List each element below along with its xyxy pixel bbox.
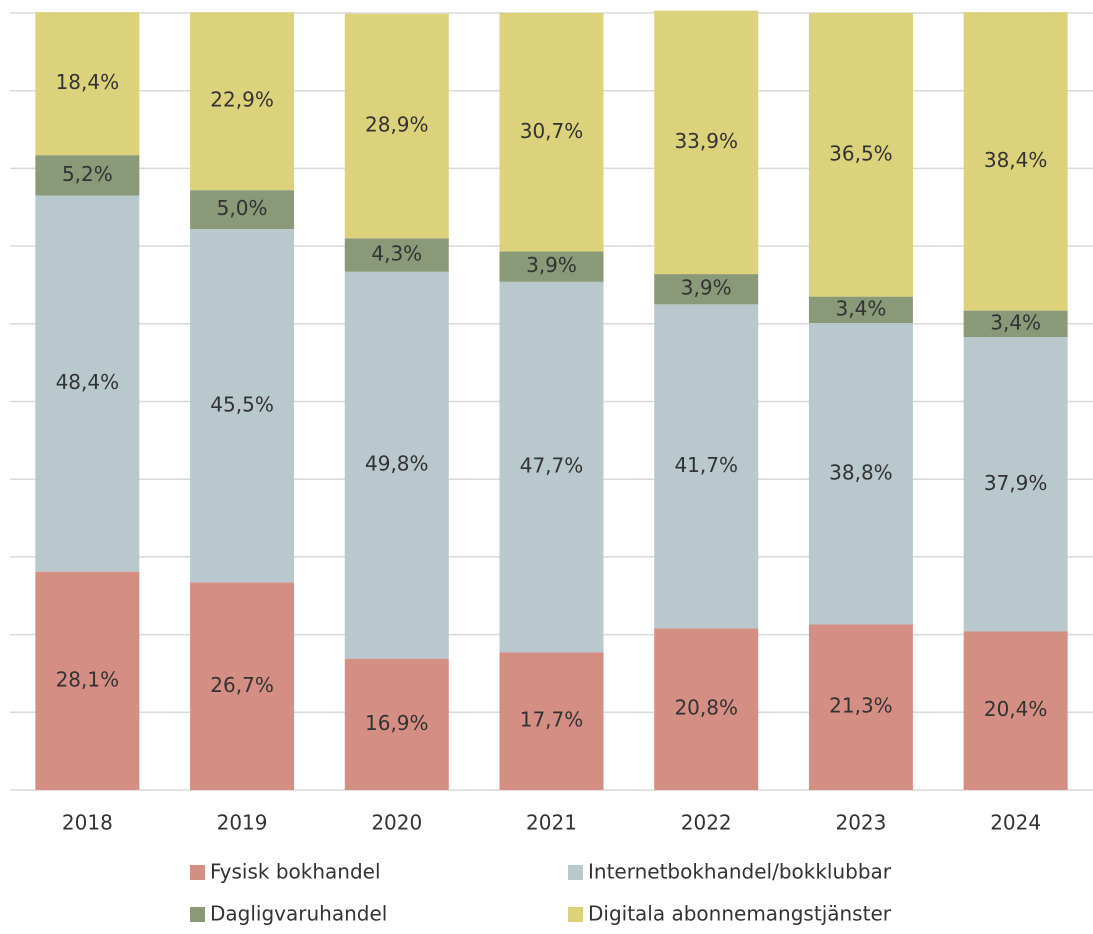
bar-segment xyxy=(808,624,913,790)
bar-segment xyxy=(963,12,1068,311)
bar-segment xyxy=(963,337,1068,632)
data-label: 5,2% xyxy=(62,162,113,186)
data-label: 3,9% xyxy=(681,276,732,300)
data-label: 17,7% xyxy=(520,708,584,732)
legend-label: Fysisk bokhandel xyxy=(210,860,381,884)
bar-segment xyxy=(35,155,140,196)
bar-segment xyxy=(808,13,913,297)
bar-segment xyxy=(190,229,295,583)
bar-segment xyxy=(190,582,295,790)
legend-label: Internetbokhandel/bokklubbar xyxy=(588,860,892,884)
bar-segment xyxy=(654,628,759,790)
data-label: 26,7% xyxy=(210,673,274,697)
x-tick-label: 2019 xyxy=(217,811,268,835)
data-label: 38,4% xyxy=(984,148,1048,172)
data-label: 45,5% xyxy=(210,392,274,416)
legend-swatch xyxy=(568,907,583,922)
data-label: 48,4% xyxy=(56,370,120,394)
legend-label: Dagligvaruhandel xyxy=(210,902,387,926)
bar-segment xyxy=(499,251,604,282)
bar-segment xyxy=(654,10,759,275)
data-label: 3,4% xyxy=(990,310,1041,334)
data-label: 38,8% xyxy=(829,460,893,484)
data-label: 33,9% xyxy=(674,129,738,153)
legend-swatch xyxy=(568,865,583,880)
x-tick-label: 2023 xyxy=(835,811,886,835)
bar-segment xyxy=(190,12,295,191)
data-label: 16,9% xyxy=(365,711,429,735)
bar-segment xyxy=(654,274,759,305)
data-label: 20,8% xyxy=(674,696,738,720)
bar-segment xyxy=(499,652,604,790)
legend-swatch xyxy=(190,865,205,880)
data-label: 20,4% xyxy=(984,697,1048,721)
bar-segment xyxy=(344,13,449,239)
x-tick-label: 2020 xyxy=(371,811,422,835)
bar-segment xyxy=(499,13,604,252)
legend-swatch xyxy=(190,907,205,922)
data-label: 22,9% xyxy=(210,88,274,112)
data-label: 49,8% xyxy=(365,452,429,476)
data-label: 4,3% xyxy=(371,242,422,266)
x-tick-label: 2024 xyxy=(990,811,1041,835)
bar-segment xyxy=(808,296,913,324)
bar-segment xyxy=(35,12,140,156)
x-tick-label: 2022 xyxy=(681,811,732,835)
x-tick-label: 2021 xyxy=(526,811,577,835)
data-label: 36,5% xyxy=(829,141,893,165)
data-label: 28,9% xyxy=(365,113,429,137)
data-label: 47,7% xyxy=(520,454,584,478)
data-label: 41,7% xyxy=(674,453,738,477)
bar-segment xyxy=(344,271,449,659)
data-label: 18,4% xyxy=(56,70,120,94)
bar-segment xyxy=(344,238,449,272)
data-label: 21,3% xyxy=(829,694,893,718)
bar-segment xyxy=(499,281,604,653)
bar-segment xyxy=(35,195,140,572)
x-tick-label: 2018 xyxy=(62,811,113,835)
data-label: 5,0% xyxy=(217,196,268,220)
data-label: 3,9% xyxy=(526,253,577,277)
bar-segment xyxy=(963,310,1068,338)
data-label: 37,9% xyxy=(984,471,1048,495)
data-label: 28,1% xyxy=(56,667,120,691)
bar-segment xyxy=(654,304,759,629)
bar-segment xyxy=(190,190,295,230)
bar-segment xyxy=(808,323,913,625)
legend-label: Digitala abonnemangstjänster xyxy=(588,902,892,926)
bar-segment xyxy=(35,571,140,790)
bar-segment xyxy=(963,631,1068,790)
bar-segment xyxy=(344,658,449,790)
data-label: 3,4% xyxy=(836,296,887,320)
data-label: 30,7% xyxy=(520,119,584,143)
